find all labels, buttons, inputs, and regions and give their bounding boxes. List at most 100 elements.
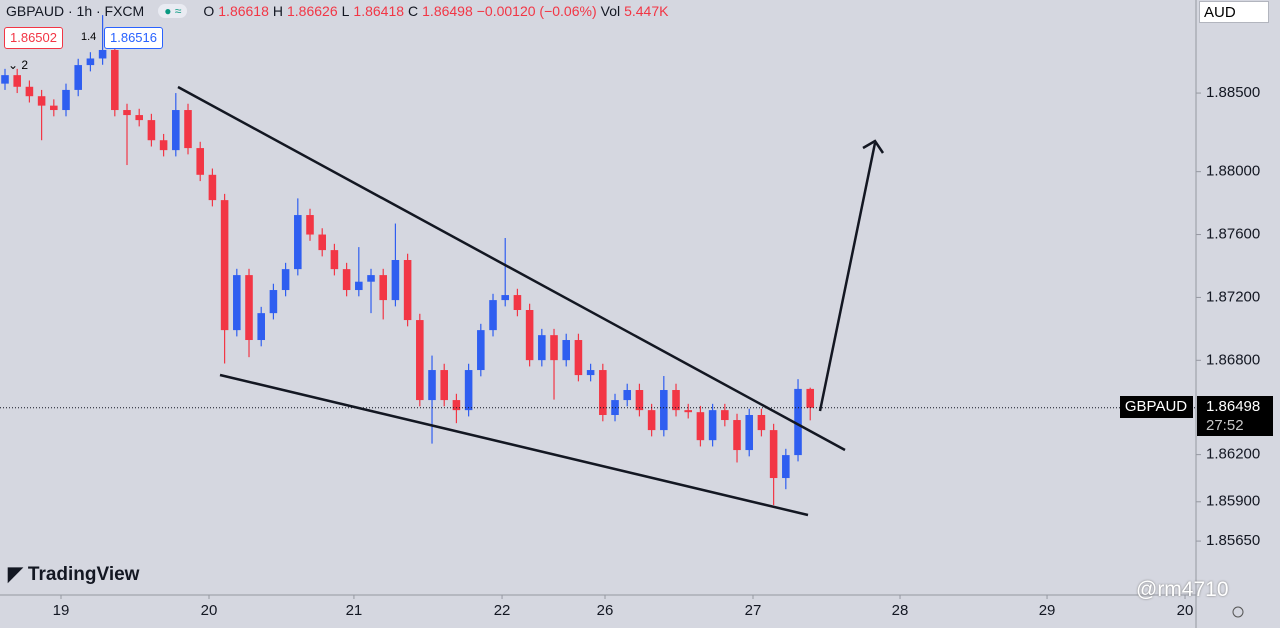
candle-body: [111, 49, 119, 111]
upper-trendline: [177, 85, 846, 452]
candle-body: [416, 320, 424, 401]
candle-body: [403, 260, 412, 321]
y-tick-label: 1.87200: [1206, 288, 1260, 305]
arrow-head: [862, 139, 885, 154]
change: −0.00120 (−0.06%): [476, 3, 597, 19]
candle-body: [586, 370, 595, 376]
candle-body: [123, 110, 131, 116]
candle-body: [25, 86, 34, 97]
arrow-shaft: [818, 142, 877, 412]
candle-body: [37, 96, 46, 106]
candle-body: [196, 148, 204, 175]
candle-body: [745, 415, 754, 451]
x-tick-label: 20: [201, 602, 218, 619]
y-tick-label: 1.85900: [1206, 493, 1260, 510]
candle-body: [50, 105, 58, 111]
candle-body: [159, 140, 168, 151]
buy-button[interactable]: 1.86516: [104, 27, 163, 49]
candle-body: [281, 269, 290, 291]
candle-body: [135, 115, 143, 121]
candle-body: [599, 370, 607, 416]
candle-body: [440, 370, 448, 401]
x-tick-label: 27: [745, 602, 762, 619]
candle-body: [782, 455, 790, 479]
candle-body: [245, 275, 253, 341]
vol-key: Vol: [600, 3, 621, 19]
candle-body: [257, 313, 265, 341]
candle-body: [147, 120, 156, 141]
candle-body: [733, 420, 741, 451]
candle-body: [623, 390, 632, 401]
sell-button[interactable]: 1.86502: [4, 27, 63, 49]
plot: [0, 15, 1196, 506]
candle-body: [684, 410, 693, 413]
l-key: L: [341, 3, 350, 19]
c-key: C: [408, 3, 419, 19]
candle-body: [501, 295, 509, 301]
candle-body: [550, 335, 558, 361]
status-pill[interactable]: ● ≈: [158, 4, 188, 18]
x-tick-label: 22: [494, 602, 511, 619]
candle-body: [379, 275, 387, 301]
candle-body: [391, 260, 400, 301]
symbol-tag: [1120, 396, 1193, 418]
y-tick-label: 1.88500: [1206, 84, 1260, 101]
candle-body: [342, 269, 351, 291]
candle-body: [562, 340, 571, 361]
y-tick-label: 1.88000: [1206, 163, 1260, 180]
currency-select[interactable]: AUD: [1199, 1, 1269, 23]
brand-text: TradingView: [27, 564, 140, 585]
candle-body: [769, 430, 778, 479]
drawings: [177, 85, 885, 517]
x-tick-label: 28: [892, 602, 909, 619]
candle-body: [367, 275, 375, 282]
legend: GBPAUD · 1h · FXCM ● ≈ O 1.86618 H 1.86626…: [6, 3, 668, 19]
c-value: 1.86498: [422, 3, 473, 19]
x-tick-label: 20: [1177, 602, 1194, 619]
o-key: O: [203, 3, 215, 19]
settings-icon[interactable]: [1232, 606, 1244, 618]
vol-value: 5.447K: [624, 3, 669, 19]
candle-body: [62, 89, 70, 111]
candle-body: [794, 388, 802, 456]
l-value: 1.86418: [353, 3, 405, 19]
candle-body: [184, 110, 192, 149]
x-tick-label: 29: [1039, 602, 1056, 619]
candle-body: [477, 330, 485, 371]
candle-body: [269, 290, 278, 314]
candle-body: [172, 110, 180, 151]
candle-body: [452, 400, 461, 411]
candle-body: [294, 215, 302, 270]
x-tick-label: 19: [53, 602, 70, 619]
candle-body: [513, 295, 522, 310]
candle-body: [464, 370, 473, 411]
candle-body: [98, 49, 107, 59]
candle-body: [233, 275, 241, 331]
candle-body: [208, 174, 217, 201]
brand: ◤ TradingView: [8, 564, 140, 585]
last-price: 1.86498: [1206, 398, 1260, 415]
candle-body: [86, 58, 95, 66]
candle-body: [708, 410, 717, 441]
candle-body: [330, 250, 339, 270]
candle-body: [672, 390, 680, 411]
candle-body: [318, 234, 326, 251]
indicator-count: 2: [21, 58, 29, 72]
indicator-toggle[interactable]: ⌄ 2: [8, 58, 29, 72]
candle-body: [1, 75, 9, 84]
candle-body: [306, 215, 314, 235]
candle-body: [635, 390, 644, 411]
countdown: 27:52: [1206, 417, 1244, 434]
candle-body: [489, 300, 497, 331]
x-tick-label: 26: [597, 602, 614, 619]
x-tick-label: 21: [346, 602, 363, 619]
candle-body: [757, 415, 766, 431]
candle-body: [355, 281, 363, 291]
watermark: @rm4710: [1136, 578, 1229, 601]
h-value: 1.86626: [287, 3, 338, 19]
spread: 1.4: [81, 31, 97, 43]
candle-body: [721, 410, 729, 421]
y-tick-label: 1.87600: [1206, 226, 1260, 243]
o-value: 1.86618: [218, 3, 269, 19]
